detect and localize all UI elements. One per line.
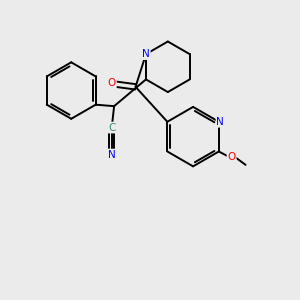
Text: O: O [108,78,116,88]
Text: O: O [227,152,236,162]
Text: N: N [108,151,116,160]
Text: N: N [216,117,224,127]
Text: N: N [142,49,150,59]
Text: C: C [108,123,116,133]
